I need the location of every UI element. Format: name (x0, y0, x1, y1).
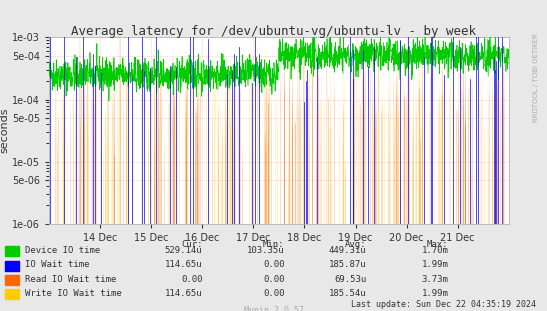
Text: 3.73m: 3.73m (422, 275, 449, 284)
Text: Avg:: Avg: (345, 239, 366, 248)
Text: Max:: Max: (427, 239, 449, 248)
Text: 0.00: 0.00 (263, 275, 284, 284)
Text: 529.14u: 529.14u (165, 246, 202, 255)
Text: Min:: Min: (263, 239, 284, 248)
Text: Average latency for /dev/ubuntu-vg/ubuntu-lv - by week: Average latency for /dev/ubuntu-vg/ubunt… (71, 25, 476, 38)
Text: 1.70m: 1.70m (422, 246, 449, 255)
Text: 103.35u: 103.35u (247, 246, 284, 255)
Text: IO Wait time: IO Wait time (25, 260, 89, 269)
Bar (5, 261, 19, 271)
Text: 1.99m: 1.99m (422, 260, 449, 269)
Text: Device IO time: Device IO time (25, 246, 100, 255)
Text: 114.65u: 114.65u (165, 289, 202, 298)
Text: 449.31u: 449.31u (329, 246, 366, 255)
Bar (5, 275, 19, 285)
Text: 0.00: 0.00 (263, 260, 284, 269)
Text: 185.54u: 185.54u (329, 289, 366, 298)
Text: Write IO Wait time: Write IO Wait time (25, 289, 121, 298)
Text: 1.99m: 1.99m (422, 289, 449, 298)
Text: 0.00: 0.00 (263, 289, 284, 298)
Text: Last update: Sun Dec 22 04:35:19 2024: Last update: Sun Dec 22 04:35:19 2024 (351, 300, 536, 309)
Y-axis label: seconds: seconds (0, 108, 9, 153)
Text: Cur:: Cur: (181, 239, 202, 248)
Text: Munin 2.0.57: Munin 2.0.57 (243, 306, 304, 311)
Text: 69.53u: 69.53u (334, 275, 366, 284)
Text: RRDTOOL / TOBI OETIKER: RRDTOOL / TOBI OETIKER (533, 33, 539, 122)
Bar (5, 246, 19, 256)
Text: Read IO Wait time: Read IO Wait time (25, 275, 116, 284)
Text: 114.65u: 114.65u (165, 260, 202, 269)
Bar (5, 289, 19, 299)
Text: 0.00: 0.00 (181, 275, 202, 284)
Text: 185.87u: 185.87u (329, 260, 366, 269)
